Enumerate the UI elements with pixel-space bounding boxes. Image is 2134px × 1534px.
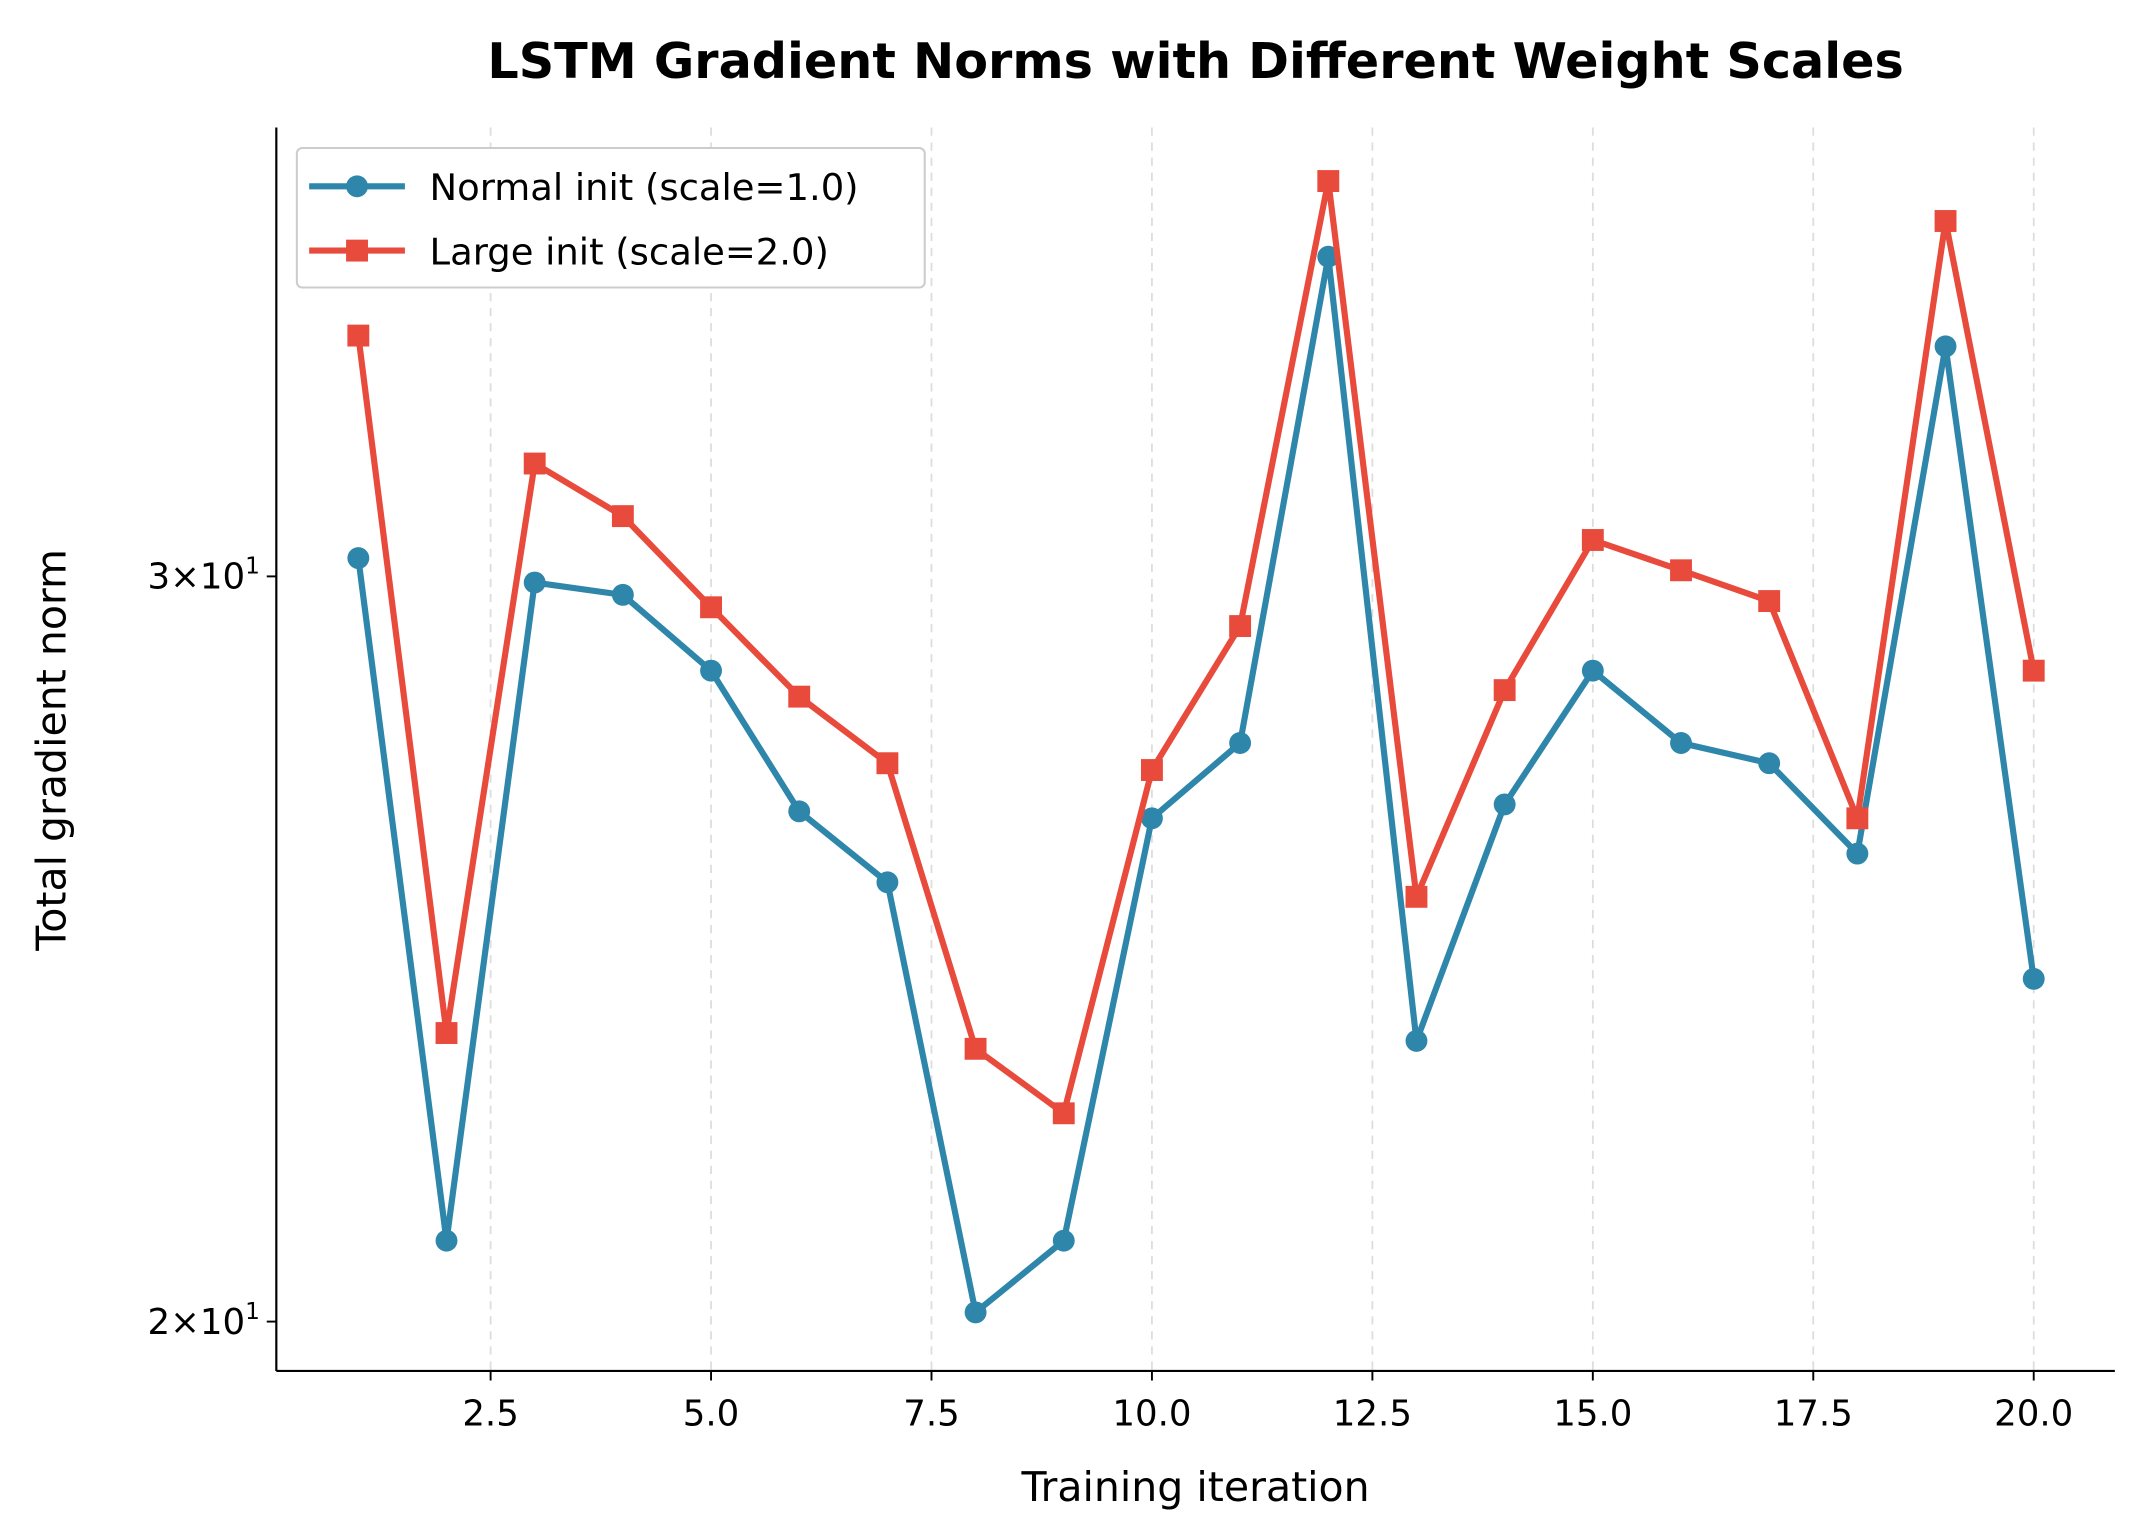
data-point [964, 1301, 987, 1324]
x-tick-label: 20.0 [1994, 1394, 2073, 1435]
series-line [355, 177, 2037, 1117]
data-point [1052, 1102, 1075, 1125]
y-tick-label: 2×101 [147, 1298, 259, 1343]
data-point [1229, 615, 1252, 638]
legend-item: Normal init (scale=1.0) [309, 166, 859, 209]
data-point [700, 659, 722, 682]
series-1 [347, 245, 2045, 1324]
x-ticks: 2.5 5.0 7.5 10.0 12.5 15.0 17.5 20.0 [462, 1370, 2073, 1435]
legend-label: Large init (scale=2.0) [430, 230, 829, 273]
x-tick-label: 17.5 [1774, 1394, 1853, 1435]
legend-marker [346, 175, 368, 198]
data-point [1317, 245, 1340, 268]
y-tick-label: 3×101 [147, 553, 259, 598]
data-point [1317, 170, 1340, 192]
series-2 [347, 170, 2045, 1125]
data-point [1758, 752, 1781, 775]
data-point [1846, 842, 1869, 865]
data-point [1670, 732, 1692, 754]
grid [489, 127, 2035, 1371]
data-point [1140, 807, 1163, 830]
data-point [1670, 559, 1692, 582]
data-point [1405, 1029, 1428, 1052]
series-line [355, 253, 2037, 1316]
data-point [523, 571, 546, 594]
data-point [876, 752, 899, 775]
data-point [1934, 210, 1957, 232]
data-point [1581, 659, 1604, 682]
data-point [700, 596, 722, 619]
series-group [347, 170, 2045, 1324]
data-point [2022, 659, 2045, 682]
data-point [788, 685, 811, 708]
data-point [435, 1022, 458, 1044]
data-point [964, 1037, 987, 1060]
y-axis-label: Total gradient norm [28, 549, 76, 952]
x-tick-label: 5.0 [683, 1394, 740, 1435]
data-point [1758, 590, 1781, 613]
data-point [347, 547, 370, 570]
data-point [1581, 529, 1604, 551]
data-point [2022, 967, 2045, 990]
data-point [1052, 1229, 1075, 1252]
y-ticks: 2×101 3×101 [147, 553, 277, 1343]
x-tick-label: 12.5 [1333, 1394, 1412, 1435]
legend-label: Normal init (scale=1.0) [430, 166, 859, 209]
data-point [435, 1229, 458, 1252]
data-point [1229, 732, 1252, 754]
data-point [1140, 759, 1163, 781]
data-point [523, 452, 546, 475]
data-point [1846, 807, 1869, 830]
data-point [611, 505, 634, 528]
legend-marker [346, 239, 368, 262]
data-point [1493, 793, 1516, 816]
x-tick-label: 7.5 [903, 1394, 960, 1435]
legend-item: Large init (scale=2.0) [309, 230, 829, 273]
x-axis-label: Training iteration [1021, 1463, 1370, 1511]
x-tick-label: 15.0 [1553, 1394, 1632, 1435]
legend-frame [295, 146, 926, 289]
x-tick-label: 2.5 [462, 1394, 519, 1435]
data-point [1405, 885, 1428, 908]
x-tick-label: 10.0 [1112, 1394, 1191, 1435]
legend: Normal init (scale=1.0) Large init (scale… [295, 146, 926, 289]
data-point [1934, 335, 1957, 358]
data-point [876, 871, 899, 894]
chart-title: LSTM Gradient Norms with Different Weigh… [487, 32, 1903, 90]
data-point [611, 583, 634, 606]
data-point [1493, 679, 1516, 702]
data-point [788, 800, 811, 823]
data-point [347, 324, 370, 347]
